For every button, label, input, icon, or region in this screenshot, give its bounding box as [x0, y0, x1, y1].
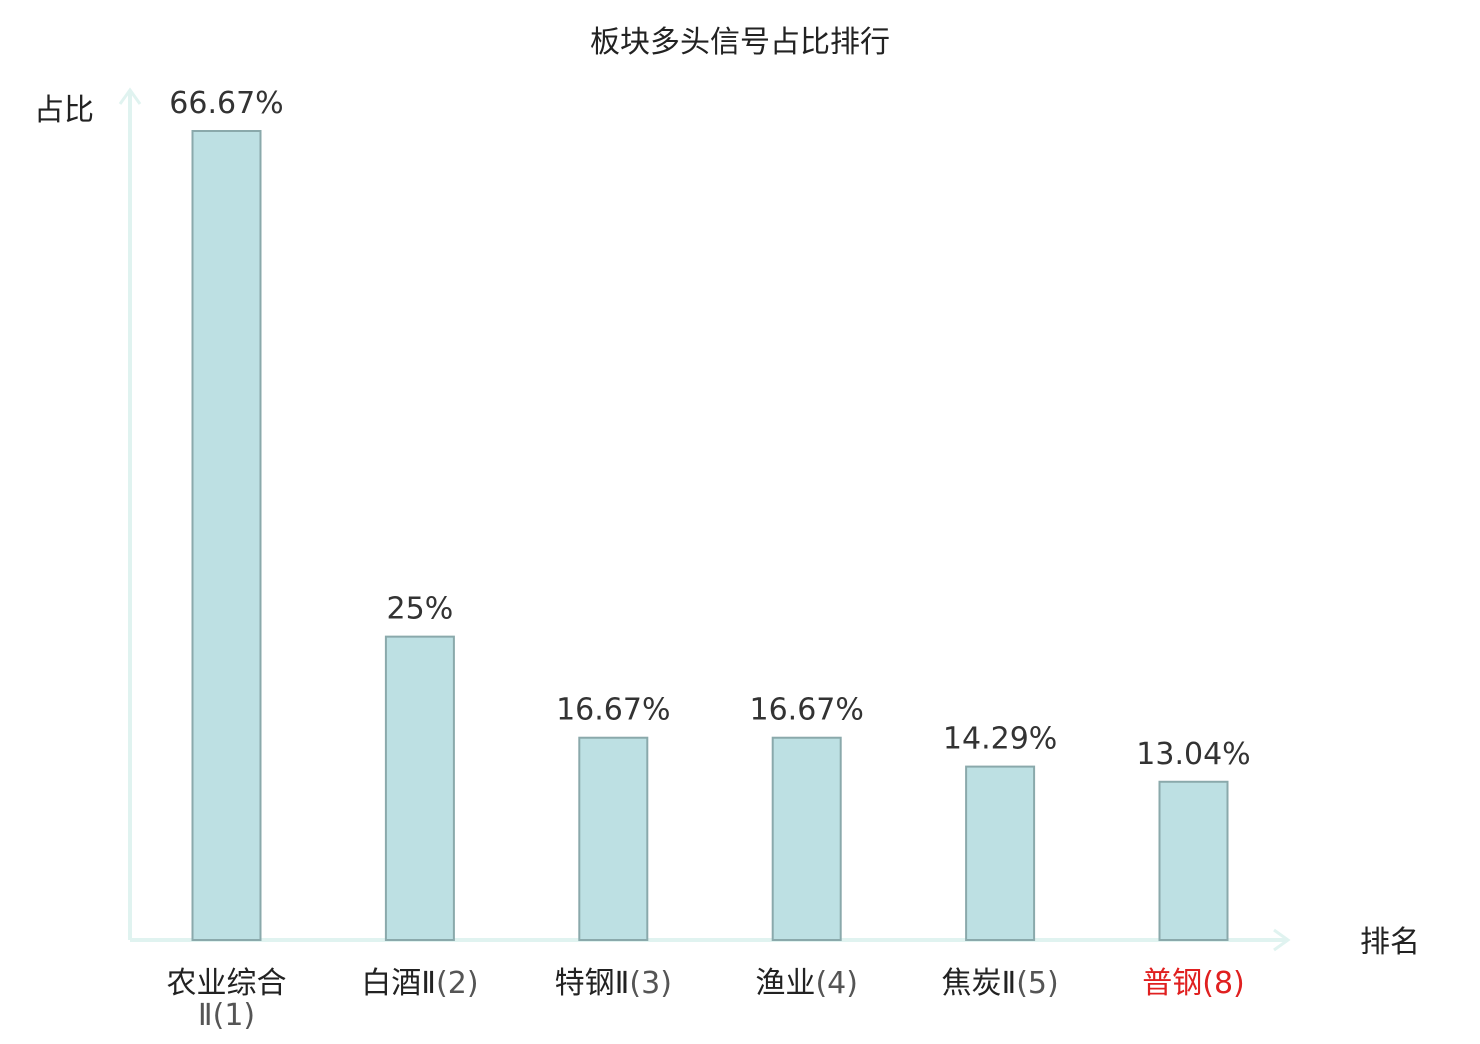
category-label: 焦炭Ⅱ(5) — [941, 966, 1058, 1001]
category-label: 特钢Ⅱ(3) — [555, 966, 672, 1001]
bar — [1158, 780, 1229, 941]
chart-title: 板块多头信号占比排行 — [590, 25, 890, 60]
category-label: 白酒Ⅱ(2) — [361, 966, 478, 1001]
bar-value-label: 13.04% — [1136, 737, 1250, 772]
bar — [384, 635, 455, 942]
category-label: 农业综合 — [167, 966, 287, 1001]
bar-value-label: 66.67% — [169, 86, 283, 121]
x-axis-arrow — [1273, 928, 1291, 952]
bar — [965, 765, 1036, 942]
y-axis-arrow — [118, 87, 142, 105]
category-label: 渔业(4) — [755, 966, 858, 1001]
bar-value-label: 25% — [387, 592, 454, 627]
value-labels-group: 66.67% 25% 16.67% 16.67% 14.29% 13.04% — [169, 86, 1250, 772]
category-label: 普钢(8) — [1142, 966, 1245, 1001]
bar — [578, 736, 649, 941]
y-axis-label: 占比 — [34, 93, 94, 128]
bar-value-label: 16.67% — [556, 693, 670, 728]
bar — [191, 130, 262, 941]
bar — [771, 736, 842, 941]
category-label-continued: Ⅱ(1) — [198, 998, 255, 1033]
bar-value-label: 16.67% — [750, 693, 864, 728]
bar-value-label: 14.29% — [943, 722, 1057, 757]
axes — [118, 87, 1291, 952]
x-axis-label: 排名 — [1360, 925, 1420, 960]
bars-group — [191, 130, 1229, 942]
